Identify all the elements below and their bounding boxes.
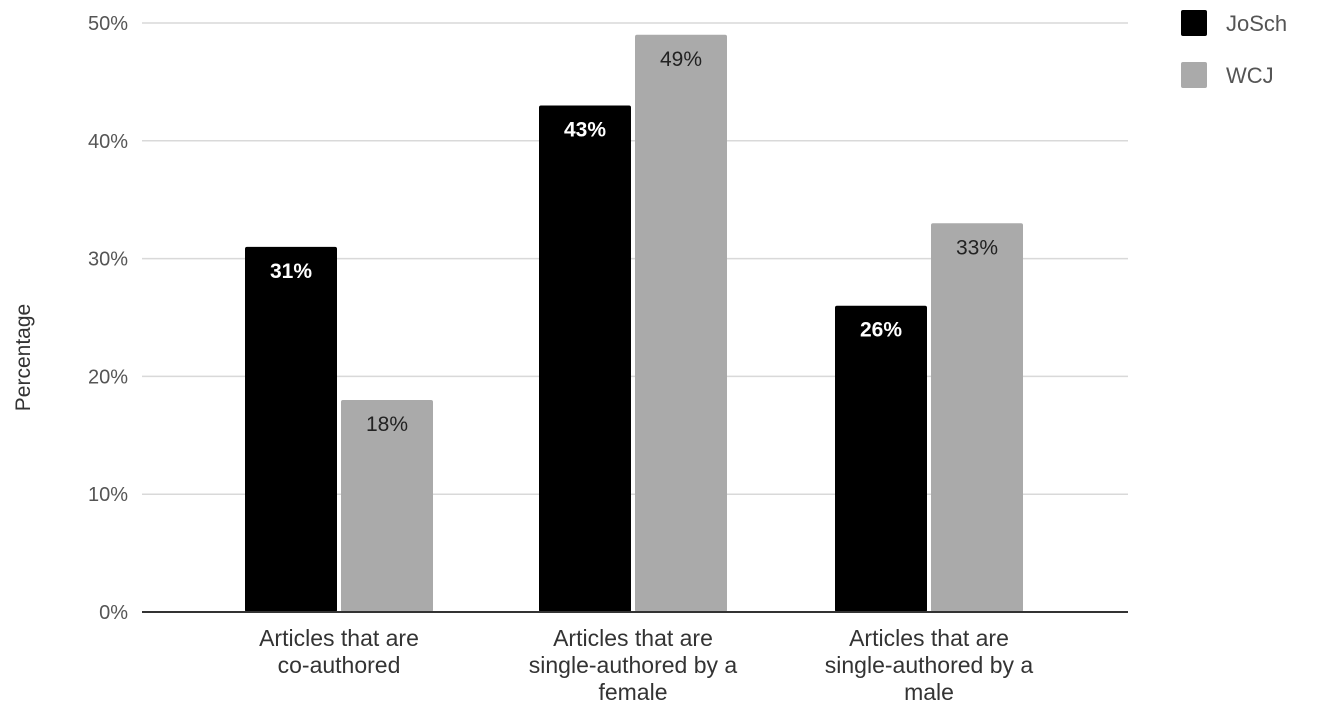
bar-josch-2 bbox=[835, 305, 927, 612]
data-label: 18% bbox=[366, 413, 408, 436]
data-label: 49% bbox=[660, 48, 702, 71]
y-tick-label: 40% bbox=[88, 131, 128, 153]
axes: 0% 10% 20% 30% 40% 50% Percentage Articles that… bbox=[12, 13, 1128, 705]
data-label: 33% bbox=[956, 236, 998, 259]
bar-wcj-0 bbox=[341, 399, 433, 612]
legend-label-wcj: WCJ bbox=[1226, 63, 1274, 88]
data-labels: 31% 18% 43% 49% 26% 33% bbox=[270, 48, 998, 436]
legend-swatch-josch bbox=[1181, 10, 1207, 36]
y-tick-label: 30% bbox=[88, 249, 128, 271]
data-label: 43% bbox=[564, 118, 606, 141]
x-category-label: Articles that are co-authored bbox=[259, 625, 419, 678]
y-tick-label: 10% bbox=[88, 484, 128, 506]
y-tick-label: 50% bbox=[88, 13, 128, 35]
bar-wcj-1 bbox=[635, 34, 727, 612]
data-label: 26% bbox=[860, 319, 902, 342]
bars bbox=[245, 34, 1023, 613]
legend-swatch-wcj bbox=[1181, 62, 1207, 88]
y-tick-label: 0% bbox=[99, 602, 128, 624]
legend: JoSch WCJ bbox=[1181, 10, 1287, 88]
x-category-label: Articles that are single-authored by a mal… bbox=[825, 625, 1034, 705]
bar-wcj-2 bbox=[931, 223, 1023, 612]
y-axis-title: Percentage bbox=[12, 304, 35, 411]
data-label: 31% bbox=[270, 260, 312, 283]
y-tick-label: 20% bbox=[88, 366, 128, 388]
x-category-label: Articles that are single-authored by a fem… bbox=[529, 625, 738, 705]
legend-label-josch: JoSch bbox=[1226, 11, 1287, 36]
bar-josch-1 bbox=[539, 105, 631, 613]
bar-josch-0 bbox=[245, 246, 337, 612]
